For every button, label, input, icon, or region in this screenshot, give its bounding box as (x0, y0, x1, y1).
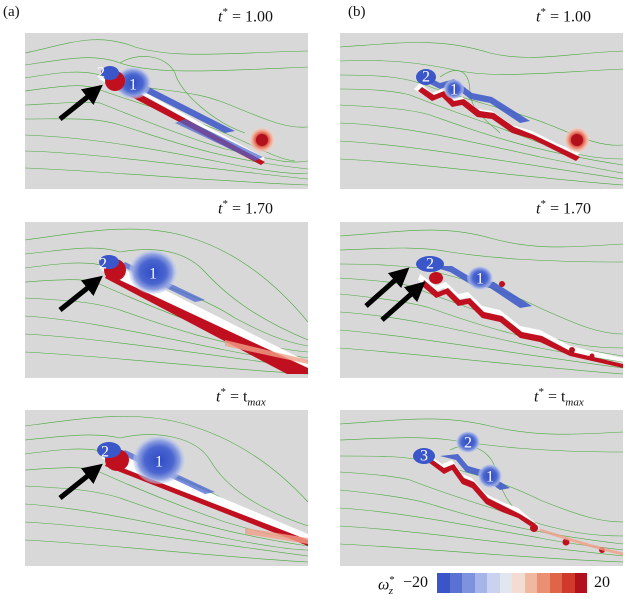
panel-a-t100: 1 2 (25, 33, 308, 189)
vortex-label-1: 1 (155, 454, 163, 471)
colorbar-swatch (562, 573, 575, 593)
vortex-label-1: 1 (450, 82, 458, 99)
panel-b-tmax: 3 2 1 (340, 410, 623, 566)
streamlines (340, 229, 623, 375)
vortex-label-2: 2 (426, 256, 434, 273)
vortex-label-2: 2 (101, 444, 109, 461)
time-label-row2-left: t* = 1.70 (218, 198, 273, 218)
time-label-row3-right: t* = tmax (534, 386, 584, 409)
colorbar-swatch (537, 573, 550, 593)
panel-label-b: (b) (348, 4, 366, 20)
vortex-label-2: 2 (99, 256, 107, 273)
colorbar-swatch (512, 573, 525, 593)
time-label-row1-right: t* = 1.00 (536, 6, 591, 26)
colorbar-swatch (449, 573, 462, 593)
streamlines (340, 42, 623, 186)
colorbar-swatch (437, 573, 450, 593)
panel-a-tmax: 1 2 (25, 410, 308, 566)
time-label-row1-left: t* = 1.00 (218, 6, 273, 26)
colorbar-swatch (462, 573, 475, 593)
vortex-label-3: 3 (420, 448, 428, 465)
vortex-label-1: 1 (129, 77, 137, 94)
arrow-icon (58, 84, 103, 121)
colorbar-max-label: 20 (594, 574, 610, 591)
panel-b-t100: 2 1 (340, 33, 623, 189)
colorbar-swatch (474, 573, 487, 593)
streamlines (25, 39, 308, 186)
arrow-icon-upper (364, 267, 410, 308)
colorbar-swatch (499, 573, 512, 593)
panel-b-t170: 2 1 (340, 222, 623, 378)
colorbar (437, 573, 587, 593)
panel-a-t170: 1 2 (25, 222, 308, 378)
arrow-icon (58, 275, 103, 312)
colorbar-swatch (524, 573, 537, 593)
colorbar-swatch (549, 573, 562, 593)
colorbar-swatch (574, 573, 587, 593)
arrow-icon-lower (380, 281, 426, 322)
colorbar-swatch (487, 573, 500, 593)
colorbar-min-label: −20 (403, 574, 429, 591)
vortex-label-1: 1 (149, 266, 157, 283)
panel-label-a: (a) (3, 4, 20, 20)
vortex-label-2: 2 (464, 435, 472, 452)
vortex-label-1: 1 (476, 271, 484, 288)
vortex-label-2: 2 (97, 65, 105, 82)
time-label-row2-right: t* = 1.70 (536, 198, 591, 218)
vortex-label-1: 1 (486, 469, 494, 486)
colorbar-symbol: ω*z (378, 574, 395, 597)
arrow-icon (58, 463, 103, 500)
vortex-label-2: 2 (422, 69, 430, 86)
time-label-row3-left: t* = tmax (216, 386, 266, 409)
